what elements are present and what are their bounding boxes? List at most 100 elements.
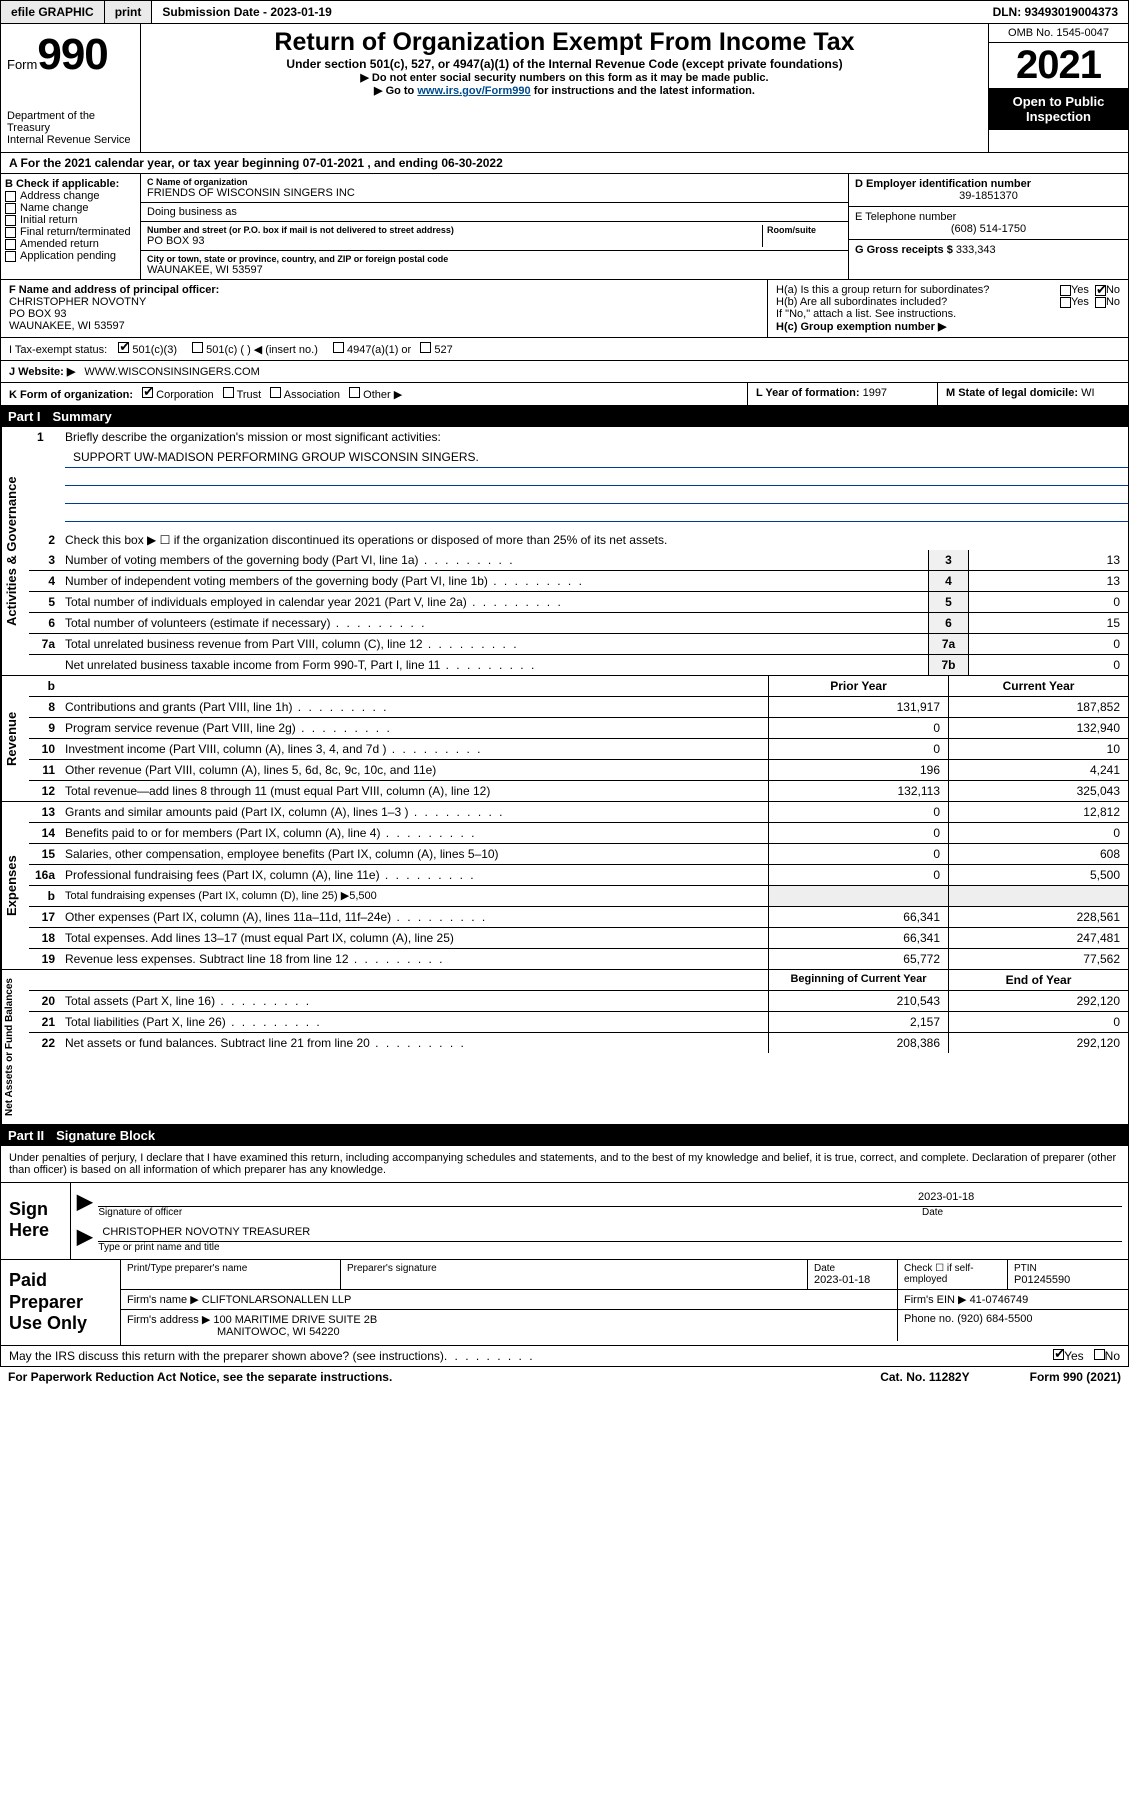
line4: Number of independent voting members of … [61, 571, 928, 591]
c14: 0 [948, 823, 1128, 843]
form-subtitle: Under section 501(c), 527, or 4947(a)(1)… [145, 57, 984, 71]
arrow-icon: ▶ [77, 1224, 92, 1253]
footer: For Paperwork Reduction Act Notice, see … [0, 1367, 1129, 1387]
l-label: L Year of formation: [756, 387, 860, 399]
print-button[interactable]: print [105, 1, 153, 23]
hb-note: If "No," attach a list. See instructions… [776, 308, 1120, 320]
line12: Total revenue—add lines 8 through 11 (mu… [61, 781, 768, 801]
v4: 13 [968, 571, 1128, 591]
hb-yes[interactable] [1060, 297, 1071, 308]
self-emp-label: Check ☐ if self-employed [898, 1260, 1008, 1289]
c10: 10 [948, 739, 1128, 759]
gross-receipts: 333,343 [956, 244, 996, 256]
discuss-no[interactable] [1094, 1349, 1105, 1360]
b20: 210,543 [768, 991, 948, 1011]
f-label: F Name and address of principal officer: [9, 284, 219, 296]
city: WAUNAKEE, WI 53597 [147, 264, 842, 276]
prep-sig-label: Preparer's signature [347, 1263, 801, 1274]
hb-no[interactable] [1095, 297, 1106, 308]
firm-phone: (920) 684-5500 [957, 1313, 1032, 1325]
org-name: FRIENDS OF WISCONSIN SINGERS INC [147, 187, 842, 199]
sign-here: Sign Here ▶ 2023-01-18 Signature of offi… [0, 1183, 1129, 1260]
ein-label: Firm's EIN ▶ [904, 1294, 967, 1306]
chk-527[interactable] [420, 342, 431, 353]
prep-date: 2023-01-18 [814, 1274, 891, 1286]
firm-ein: 41-0746749 [970, 1294, 1029, 1306]
dln: DLN: 93493019004373 [983, 1, 1128, 23]
room-label: Room/suite [767, 225, 842, 235]
line2: Check this box ▶ ☐ if the organization d… [61, 530, 1128, 550]
b21: 2,157 [768, 1012, 948, 1032]
p15: 0 [768, 844, 948, 864]
date-label: Date [922, 1207, 1122, 1218]
chk-501c3[interactable] [118, 342, 129, 353]
submission-date: Submission Date - 2023-01-19 [152, 1, 341, 23]
prep-date-label: Date [814, 1263, 891, 1274]
p9: 0 [768, 718, 948, 738]
line9: Program service revenue (Part VIII, line… [61, 718, 768, 738]
expenses-section: Expenses 13Grants and similar amounts pa… [0, 802, 1129, 970]
form-note2: ▶ Go to www.irs.gov/Form990 for instruct… [145, 84, 984, 97]
discuss-yes[interactable] [1053, 1349, 1064, 1360]
chk-name-change[interactable]: Name change [5, 202, 136, 214]
b-marker: b [29, 676, 61, 696]
chk-corp[interactable] [142, 387, 153, 398]
chk-final-return[interactable]: Final return/terminated [5, 226, 136, 238]
c-name-label: C Name of organization [147, 177, 842, 187]
vlabel-rev: Revenue [1, 676, 29, 801]
hc-label: H(c) Group exemption number ▶ [776, 320, 1120, 333]
form-title: Return of Organization Exempt From Incom… [145, 28, 984, 57]
chk-amended[interactable]: Amended return [5, 238, 136, 250]
vlabel-bal: Net Assets or Fund Balances [1, 970, 29, 1124]
c12: 325,043 [948, 781, 1128, 801]
row-j: J Website: ▶ WWW.WISCONSINSINGERS.COM [0, 361, 1129, 383]
chk-4947[interactable] [333, 342, 344, 353]
ha-yes[interactable] [1060, 285, 1071, 296]
v6: 15 [968, 613, 1128, 633]
chk-address-change[interactable]: Address change [5, 190, 136, 202]
efile-button[interactable]: efile GRAPHIC [1, 1, 105, 23]
line14: Benefits paid to or for members (Part IX… [61, 823, 768, 843]
form-number: 990 [37, 30, 107, 80]
perjury-statement: Under penalties of perjury, I declare th… [0, 1146, 1129, 1183]
c13: 12,812 [948, 802, 1128, 822]
chk-trust[interactable] [223, 387, 234, 398]
i-label: I Tax-exempt status: [9, 344, 107, 356]
chk-assoc[interactable] [270, 387, 281, 398]
chk-app-pending[interactable]: Application pending [5, 250, 136, 262]
line7b: Net unrelated business taxable income fr… [61, 655, 928, 675]
firm-addr1: 100 MARITIME DRIVE SUITE 2B [213, 1314, 377, 1326]
ha-no[interactable] [1095, 285, 1106, 296]
open-public-badge: Open to Public Inspection [989, 88, 1128, 130]
col-prior: Prior Year [768, 676, 948, 696]
sign-label: Sign Here [1, 1183, 71, 1259]
p8: 131,917 [768, 697, 948, 717]
k-label: K Form of organization: [9, 389, 133, 401]
arrow-icon: ▶ [77, 1189, 92, 1218]
e20: 292,120 [948, 991, 1128, 1011]
line18: Total expenses. Add lines 13–17 (must eq… [61, 928, 768, 948]
line13: Grants and similar amounts paid (Part IX… [61, 802, 768, 822]
g-label: G Gross receipts $ [855, 244, 953, 256]
irs-link[interactable]: www.irs.gov/Form990 [417, 85, 530, 97]
state-domicile: WI [1081, 387, 1094, 399]
e-label: E Telephone number [855, 211, 1122, 223]
chk-initial-return[interactable]: Initial return [5, 214, 136, 226]
c8: 187,852 [948, 697, 1128, 717]
col-current: Current Year [948, 676, 1128, 696]
addr-label: Firm's address ▶ [127, 1314, 210, 1326]
officer-addr1: PO BOX 93 [9, 308, 759, 320]
form-header: Form 990 Department of the Treasury Inte… [0, 24, 1129, 153]
line16a: Professional fundraising fees (Part IX, … [61, 865, 768, 885]
sig-date: 2023-01-18 [918, 1191, 1118, 1204]
row-i: I Tax-exempt status: 501(c)(3) 501(c) ( … [0, 338, 1129, 361]
line6: Total number of volunteers (estimate if … [61, 613, 928, 633]
j-label: J Website: ▶ [9, 366, 75, 378]
line7a: Total unrelated business revenue from Pa… [61, 634, 928, 654]
chk-501c[interactable] [192, 342, 203, 353]
street: PO BOX 93 [147, 235, 762, 247]
dept-treasury: Department of the Treasury Internal Reve… [7, 110, 134, 146]
c15: 608 [948, 844, 1128, 864]
paperwork-notice: For Paperwork Reduction Act Notice, see … [8, 1370, 392, 1384]
chk-other[interactable] [349, 387, 360, 398]
